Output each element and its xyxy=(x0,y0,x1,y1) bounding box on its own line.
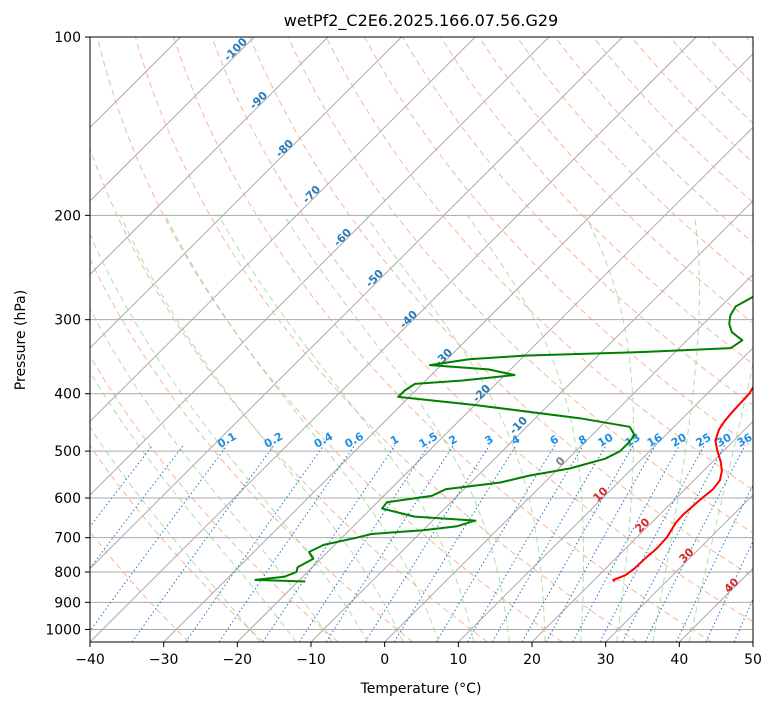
x-tick-label: 30 xyxy=(597,652,615,668)
x-tick-label: 40 xyxy=(670,652,688,668)
isotherm-gridline xyxy=(605,494,753,642)
dry-adiabat xyxy=(211,37,753,623)
y-tick-label: 1000 xyxy=(45,622,81,638)
x-axis-title: Temperature (°C) xyxy=(360,681,482,697)
dry-adiabat xyxy=(249,37,753,578)
moist-adiabat xyxy=(120,215,404,642)
isotherm-gridline xyxy=(531,420,753,642)
y-tick-label: 800 xyxy=(54,565,81,581)
dry-adiabat xyxy=(516,37,753,284)
mixing-ratio-line xyxy=(675,484,753,642)
x-tick-label: −40 xyxy=(75,652,105,668)
dry-adiabat xyxy=(90,444,264,642)
y-tick-label: 700 xyxy=(54,531,81,547)
mixing-ratio-line xyxy=(644,445,746,642)
isotherm-gridline xyxy=(90,37,329,276)
moist-adiabat xyxy=(90,370,297,642)
mixing-ratio-line xyxy=(393,445,517,642)
isotherm-gridline xyxy=(163,53,753,642)
x-tick-label: −20 xyxy=(223,652,253,668)
moist-adiabat xyxy=(164,215,439,642)
dry-adiabat xyxy=(173,37,712,642)
dry-adiabat xyxy=(402,37,753,406)
y-tick-label: 100 xyxy=(54,30,81,46)
mixing-ratio-label: 36 xyxy=(735,431,755,450)
x-tick-label: 50 xyxy=(744,652,762,668)
isotherm-gridline xyxy=(384,273,753,642)
isotherm-gridline xyxy=(457,347,753,642)
x-axis: −40 −30 −20 −10 0 10 20 30 40 50 xyxy=(75,642,762,668)
mixing-ratio-line xyxy=(131,445,275,642)
moist-adiabat xyxy=(652,215,700,642)
y-tick-label: 900 xyxy=(54,595,81,611)
mixing-ratio-line xyxy=(90,445,184,570)
mixing-ratio-line xyxy=(491,445,607,642)
y-axis-title: Pressure (hPa) xyxy=(13,290,29,390)
y-tick-label: 600 xyxy=(54,491,81,507)
dry-adiabat xyxy=(592,37,753,203)
dry-adiabat xyxy=(134,37,638,642)
mixing-ratio-line xyxy=(90,445,228,632)
x-tick-label: 20 xyxy=(523,652,541,668)
isotherm-gridline xyxy=(90,37,697,642)
moist-adiabat xyxy=(90,232,369,642)
isotherm-gridline xyxy=(90,37,402,349)
mixing-ratio-line xyxy=(705,540,753,642)
y-tick-label: 200 xyxy=(54,208,81,224)
y-axis: 100 200 300 400 500 600 700 800 900 1000 xyxy=(45,30,90,638)
x-tick-label: −10 xyxy=(296,652,326,668)
moist-adiabat xyxy=(90,308,333,642)
dry-adiabat xyxy=(287,37,753,534)
mixing-ratio-line xyxy=(521,445,634,642)
mixing-ratio-line xyxy=(621,445,725,642)
moist-adiabat xyxy=(365,215,546,642)
moist-adiabat xyxy=(283,215,510,642)
background-lines xyxy=(90,37,753,642)
chart-title: wetPf2_C2E6.2025.166.07.56.G29 xyxy=(284,11,558,31)
y-tick-label: 400 xyxy=(54,387,81,403)
x-tick-label: −30 xyxy=(149,652,179,668)
dry-adiabat xyxy=(363,37,753,448)
isotherm-gridline xyxy=(90,37,255,202)
mixing-ratio-line xyxy=(599,445,705,642)
plot-frame xyxy=(89,36,754,643)
isotherm-gridline xyxy=(90,37,550,496)
moist-adiabat xyxy=(584,215,635,642)
isotherm-gridline xyxy=(90,37,476,423)
dry-adiabat xyxy=(478,37,753,324)
temperature-line xyxy=(612,385,753,583)
mixing-ratio-line xyxy=(262,445,396,642)
mixing-ratio-line xyxy=(298,445,430,642)
moist-adiabat xyxy=(466,215,585,642)
y-tick-label: 500 xyxy=(54,444,81,460)
mixing-ratio-line xyxy=(325,445,454,642)
y-tick-label: 300 xyxy=(54,313,81,329)
moist-adiabat xyxy=(218,215,475,642)
x-tick-label: 0 xyxy=(380,652,389,668)
dewpoint-line xyxy=(254,295,753,583)
moist-adiabat xyxy=(90,426,261,642)
dry-adiabat xyxy=(325,37,753,491)
mixing-ratio-line xyxy=(572,445,680,642)
isotherm-gridline xyxy=(90,37,623,570)
dry-adiabat xyxy=(631,37,753,164)
x-tick-label: 10 xyxy=(449,652,467,668)
mixing-ratio-line xyxy=(545,445,656,642)
profile-lines xyxy=(254,295,753,583)
